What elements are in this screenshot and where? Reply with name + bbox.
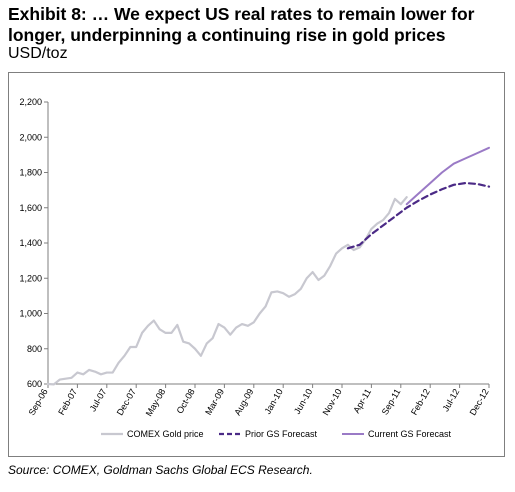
x-tick-label: Mar-09 <box>203 387 226 417</box>
x-tick-label: Jan-10 <box>263 387 285 416</box>
x-tick-label: Apr-11 <box>351 387 373 415</box>
comex-gold-price-line <box>46 196 408 386</box>
y-tick-label: 2,200 <box>19 97 42 107</box>
y-tick-label: 1,200 <box>19 273 42 283</box>
y-tick-label: 2,000 <box>19 132 42 142</box>
x-tick-label: Dec-07 <box>115 387 138 417</box>
chart-frame <box>8 72 505 457</box>
y-axis: 600 800 1,000 1,200 1,400 1,600 1,800 2,000 2,20… <box>19 97 49 389</box>
y-tick-label: 600 <box>27 379 42 389</box>
chart-title: Exhibit 8: … We expect US real rates to … <box>8 4 475 45</box>
x-tick-label: Jul-07 <box>88 387 109 413</box>
y-tick-label: 800 <box>27 344 42 354</box>
y-tick-label: 1,000 <box>19 309 42 319</box>
x-tick-label: Jul-12 <box>440 387 461 413</box>
x-tick-label: Jun-10 <box>292 387 314 416</box>
x-tick-label: Sep-11 <box>380 387 403 417</box>
x-tick-label: Oct-08 <box>175 387 197 415</box>
x-axis: Sep-06 Feb-07 Jul-07 Dec-07 May-08 Oct-08 Mar-… <box>27 383 491 418</box>
unit-label: USD/toz <box>8 45 68 62</box>
gold-price-chart: 600 800 1,000 1,200 1,400 1,600 1,800 2,000 2,20… <box>19 97 491 439</box>
y-tick-label: 1,600 <box>19 203 42 213</box>
legend: COMEX Gold price Prior GS Forecast Current… <box>101 429 452 439</box>
x-tick-label: Sep-06 <box>27 387 50 417</box>
x-tick-label: Feb-12 <box>409 387 432 417</box>
current-gs-forecast-line <box>405 146 490 206</box>
x-tick-label: Feb-07 <box>56 387 79 417</box>
prior-gs-forecast-line <box>346 181 491 250</box>
x-tick-label: Dec-12 <box>468 387 491 417</box>
y-tick-label: 1,400 <box>19 238 42 248</box>
legend-label-comex-gold-price: COMEX Gold price <box>127 429 204 439</box>
source-note: Source: COMEX, Goldman Sachs Global ECS … <box>8 463 313 477</box>
x-tick-label: May-08 <box>144 387 168 418</box>
x-tick-label: Nov-10 <box>321 387 344 417</box>
legend-label-current-gs-forecast: Current GS Forecast <box>368 429 452 439</box>
series-lines <box>46 146 491 386</box>
x-tick-label: Aug-09 <box>232 387 255 417</box>
legend-label-prior-gs-forecast: Prior GS Forecast <box>245 429 318 439</box>
y-tick-label: 1,800 <box>19 168 42 178</box>
